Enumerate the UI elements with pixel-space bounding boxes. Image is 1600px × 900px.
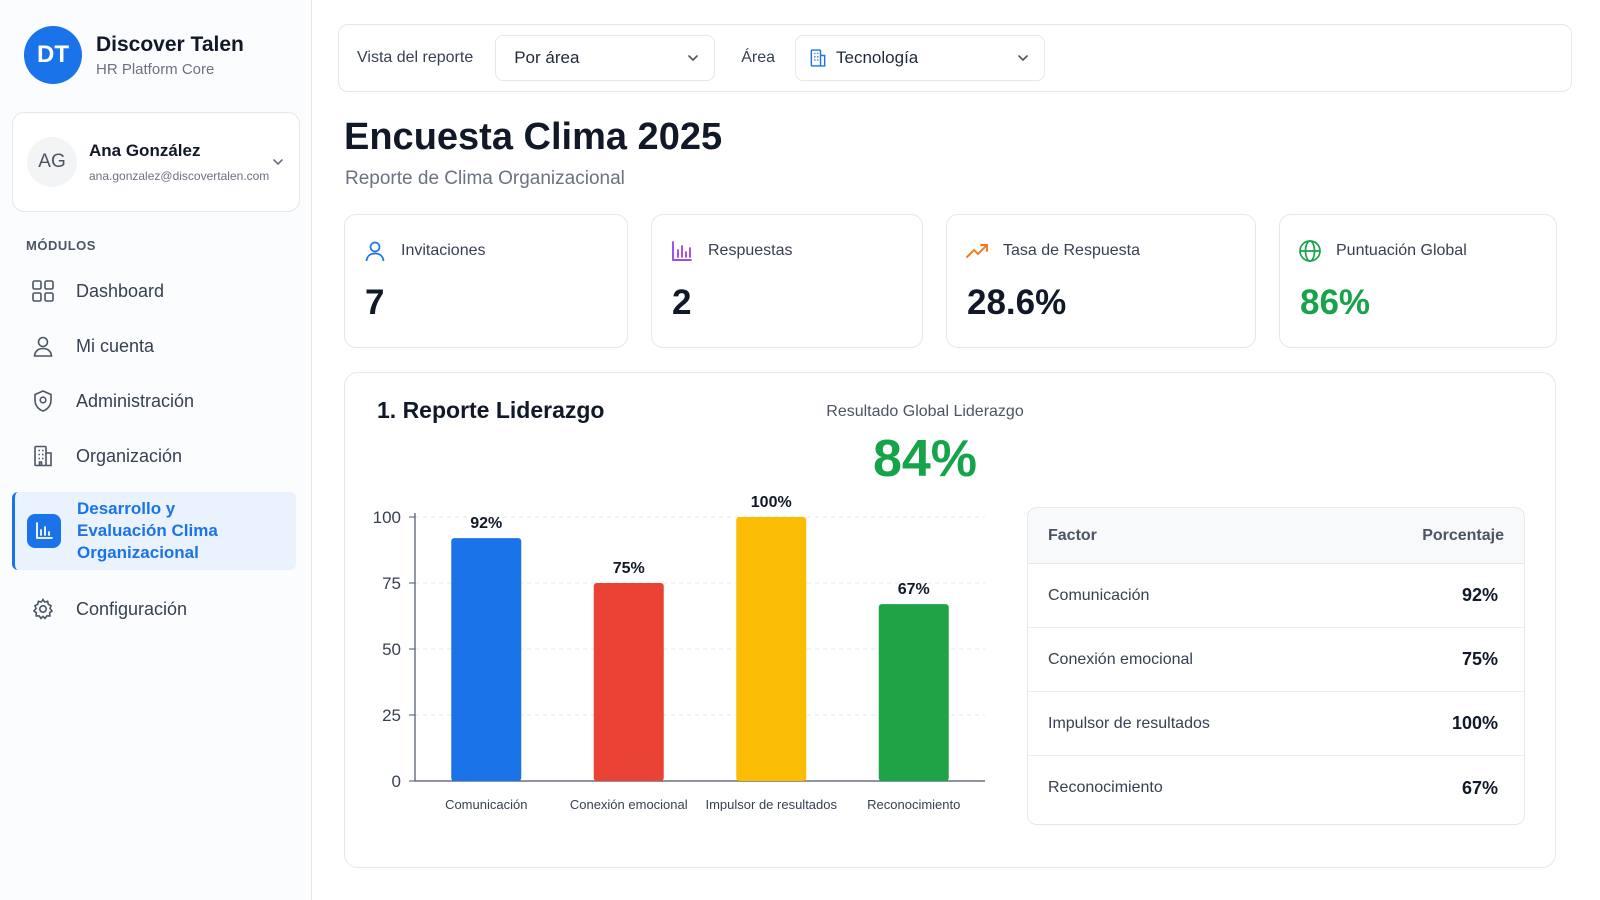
gear-icon — [30, 596, 56, 622]
bar — [878, 604, 949, 781]
y-tick-label: 100 — [373, 508, 401, 527]
chevron-down-icon — [688, 55, 699, 62]
y-tick-label: 50 — [382, 640, 401, 659]
sidebar-item-administracion[interactable]: Administración — [12, 386, 296, 416]
bar-chart-icon — [27, 514, 61, 548]
area-select[interactable]: Tecnología — [795, 35, 1046, 81]
factor-name: Comunicación — [1048, 586, 1150, 604]
chevron-down-icon — [1018, 55, 1028, 62]
global-result-value: 84% — [872, 430, 978, 488]
bar — [451, 538, 522, 781]
area-value: Tecnología — [836, 48, 919, 67]
sidebar-item-configuracion[interactable]: Configuración — [12, 594, 296, 624]
stat-label: Tasa de Respuesta — [1003, 242, 1140, 259]
page-title: Encuesta Clima 2025 — [344, 116, 723, 158]
bar-data-label: 67% — [898, 581, 930, 598]
sidebar-item-mi-cuenta[interactable]: Mi cuenta — [12, 331, 296, 361]
sidebar-item-label: Administración — [76, 390, 195, 411]
shield-icon — [30, 388, 56, 414]
trending-up-icon — [966, 244, 988, 258]
factor-value: 92% — [1461, 585, 1498, 605]
report-view-select[interactable]: Por área — [495, 35, 716, 81]
stat-card-puntuacion-global: Puntuación Global 86% — [1279, 214, 1557, 348]
page-subtitle: Reporte de Clima Organizacional — [345, 168, 625, 189]
report-view-label: Vista del reporte — [357, 49, 474, 66]
building-icon — [30, 443, 56, 469]
bar-data-label: 92% — [470, 515, 502, 532]
report-filter-bar: Vista del reporte Por área Área Tecnolog… — [338, 24, 1572, 92]
stat-label: Invitaciones — [401, 242, 486, 259]
factor-value: 100% — [1451, 713, 1498, 733]
stat-value: 28.6% — [967, 283, 1067, 322]
sidebar-item-label: Mi cuenta — [76, 335, 155, 356]
sidebar-item-organizacion[interactable]: Organización — [12, 441, 296, 471]
report-liderazgo-panel: 1. Reporte Liderazgo Resultado Global Li… — [344, 372, 1556, 868]
report-view-value: Por área — [514, 48, 580, 67]
brand[interactable]: DT Discover Talen HR Platform Core — [24, 26, 244, 84]
user-menu[interactable]: AG Ana González ana.gonzalez@discovertal… — [12, 112, 300, 212]
factor-name: Conexión emocional — [1048, 650, 1193, 668]
leadership-bar-chart: 0 25 50 75 100 92% Comunicación 75% Conexión emo… — [373, 494, 985, 811]
sidebar-item-dashboard[interactable]: Dashboard — [12, 276, 296, 306]
sidebar-item-label: Configuración — [76, 598, 188, 619]
grid-icon — [30, 278, 56, 304]
report-title: 1. Reporte Liderazgo — [377, 397, 605, 423]
building-icon — [810, 49, 826, 67]
stat-card-respuestas: Respuestas 2 — [651, 214, 923, 348]
global-result-label: Resultado Global Liderazgo — [826, 403, 1024, 420]
table-row: Impulsor de resultados 100% — [1028, 692, 1524, 756]
factor-value: 67% — [1461, 777, 1498, 798]
x-tick-label: Comunicación — [445, 797, 527, 811]
y-tick-label: 0 — [392, 772, 401, 791]
area-label: Área — [741, 49, 776, 66]
table-row: Conexión emocional 75% — [1028, 628, 1524, 692]
stat-value: 86% — [1300, 283, 1371, 322]
stat-card-invitaciones: Invitaciones 7 — [344, 214, 628, 348]
factor-table: Factor Porcentaje Comunicación 92% Conex… — [1027, 507, 1525, 825]
globe-icon — [1299, 240, 1321, 262]
x-tick-label: Conexión emocional — [570, 797, 688, 811]
bar-chart-icon — [672, 241, 692, 261]
bar-data-label: 75% — [613, 560, 645, 577]
y-tick-label: 75 — [382, 574, 401, 593]
table-row: Comunicación 92% — [1028, 564, 1524, 628]
stat-value: 7 — [365, 283, 385, 322]
bar — [736, 517, 807, 781]
table-row: Reconocimiento 67% — [1028, 756, 1524, 820]
user-icon — [30, 333, 56, 359]
column-header-factor: Factor — [1048, 526, 1097, 544]
brand-logo: DT — [24, 26, 82, 84]
stat-label: Puntuación Global — [1336, 242, 1467, 259]
y-tick-label: 25 — [382, 706, 401, 725]
stat-card-tasa-respuesta: Tasa de Respuesta 28.6% — [946, 214, 1256, 348]
stat-value: 2 — [672, 283, 692, 322]
factor-value: 75% — [1461, 649, 1498, 669]
x-tick-label: Reconocimiento — [867, 797, 960, 811]
x-tick-label: Impulsor de resultados — [705, 797, 837, 811]
table-header: Factor Porcentaje — [1028, 508, 1524, 564]
factor-name: Reconocimiento — [1048, 779, 1163, 796]
brand-subtitle: HR Platform Core — [96, 60, 215, 78]
factor-name: Impulsor de resultados — [1048, 714, 1210, 732]
sidebar-item-clima-organizacional[interactable]: Desarrollo y Evaluación Clima Organizaci… — [12, 492, 296, 570]
column-header-porcentaje: Porcentaje — [1422, 526, 1504, 544]
user-icon — [365, 241, 385, 262]
avatar: AG — [27, 137, 77, 187]
user-name: Ana González — [89, 141, 201, 160]
bar — [593, 583, 664, 781]
sidebar-item-label: Dashboard — [76, 280, 165, 301]
sidebar-item-label: Desarrollo y Evaluación Clima Organizaci… — [77, 499, 218, 562]
sidebar-item-label: Organización — [76, 445, 183, 466]
bar-data-label: 100% — [751, 494, 792, 511]
user-email: ana.gonzalez@discovertalen.com — [89, 169, 270, 183]
brand-name: Discover Talen — [96, 32, 244, 56]
stat-label: Respuestas — [708, 242, 793, 259]
sidebar: DT Discover Talen HR Platform Core AG An… — [0, 0, 312, 900]
chevron-down-icon[interactable] — [271, 155, 285, 169]
modules-heading: MÓDULOS — [26, 238, 96, 253]
